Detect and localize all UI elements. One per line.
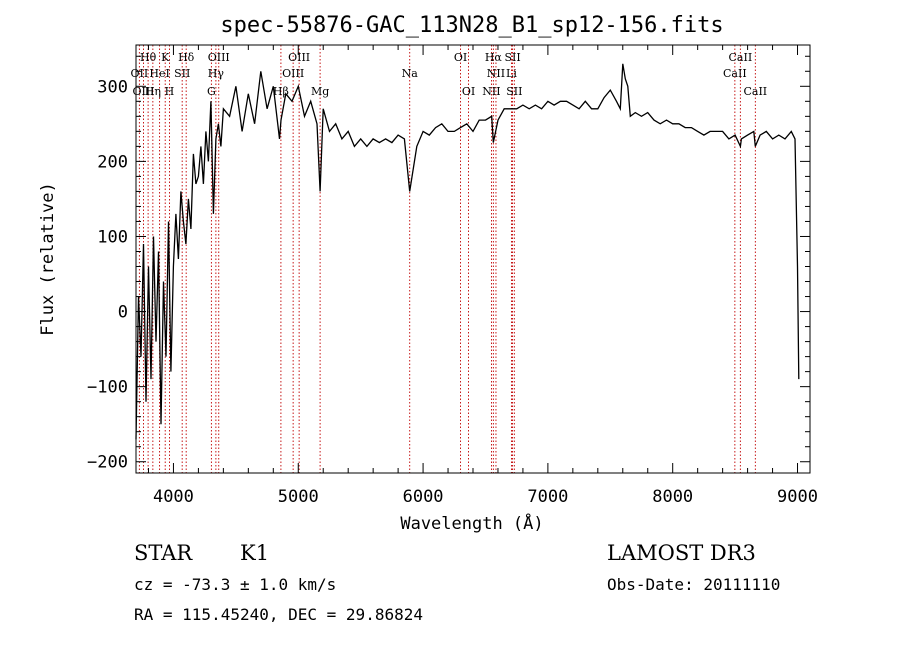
ra-dec-text: RA = 115.45240, DEC = 29.86824 — [134, 605, 423, 624]
plot-frame — [135, 44, 811, 474]
chart-title: spec-55876-GAC_113N28_B1_sp12-156.fits — [220, 13, 723, 38]
x-axis-label: Wavelength (Å) — [400, 512, 543, 534]
spectral-line-label: Hβ — [273, 85, 289, 98]
y-tick-label: 300 — [97, 77, 128, 97]
spectral-line-label: SII — [506, 85, 522, 98]
object-class: STAR — [134, 541, 193, 565]
spectral-line-label: OIII — [208, 51, 230, 64]
spectral-line-label: Hθ — [140, 51, 157, 64]
redshift-text: cz = -73.3 ± 1.0 km/s — [134, 575, 337, 594]
spectral-line-label: OIII — [282, 67, 304, 80]
spectral-line-label: OI — [462, 85, 475, 98]
spectral-line-label: Hη — [145, 85, 161, 98]
spectral-line-label: SII — [174, 67, 190, 80]
spectral-line-label: H — [165, 85, 175, 98]
obs-date-text: Obs-Date: 20111110 — [607, 575, 781, 594]
spectral-line-label: OIII — [288, 51, 310, 64]
x-tick-label: 9000 — [777, 487, 818, 507]
spectral-line-label: SII — [504, 51, 520, 64]
x-tick-label: 7000 — [527, 487, 568, 507]
spectral-line-label: OIII — [132, 85, 154, 98]
spectral-line-label: CaII — [723, 67, 747, 80]
axis-ticks: 4000 5000 6000 7000 8000 9000 −200 −100 0 100 200 3… — [87, 45, 818, 507]
spectral-line-label: OI — [454, 51, 467, 64]
spectral-line-label: NII — [487, 67, 505, 80]
x-tick-label: 8000 — [652, 487, 693, 507]
spectral-line-label: G — [207, 85, 216, 98]
x-tick-label: 6000 — [403, 487, 444, 507]
y-tick-label: 0 — [118, 303, 128, 323]
spectral-line-label: Hδ — [178, 51, 195, 64]
spectral-line-label: OII — [131, 67, 149, 80]
spectral-line-label: Li — [506, 67, 517, 80]
spectral-line-label: Na — [402, 67, 419, 80]
y-tick-label: −100 — [87, 378, 128, 398]
y-tick-label: 200 — [97, 152, 128, 172]
spectral-line-label: Hγ — [208, 67, 225, 80]
spectral-line-label: CaII — [729, 51, 753, 64]
y-tick-label: −200 — [87, 453, 128, 473]
x-tick-label: 5000 — [278, 487, 319, 507]
spectral-line-label: HeI — [149, 67, 169, 80]
y-tick-label: 100 — [97, 227, 128, 247]
spectral-line-label: Mg — [311, 85, 329, 98]
spectral-line-label: Hα — [485, 51, 503, 64]
spectral-line-label: NII — [482, 85, 500, 98]
object-subclass: K1 — [240, 541, 270, 565]
spectral-line-label: K — [161, 51, 170, 64]
spectrum-series-line — [135, 63, 800, 440]
spectral-line-markers — [138, 45, 756, 473]
x-tick-label: 4000 — [153, 487, 194, 507]
y-axis-label: Flux (relative) — [38, 182, 58, 336]
survey-name: LAMOST DR3 — [607, 541, 756, 565]
spectral-line-label: CaII — [743, 85, 767, 98]
